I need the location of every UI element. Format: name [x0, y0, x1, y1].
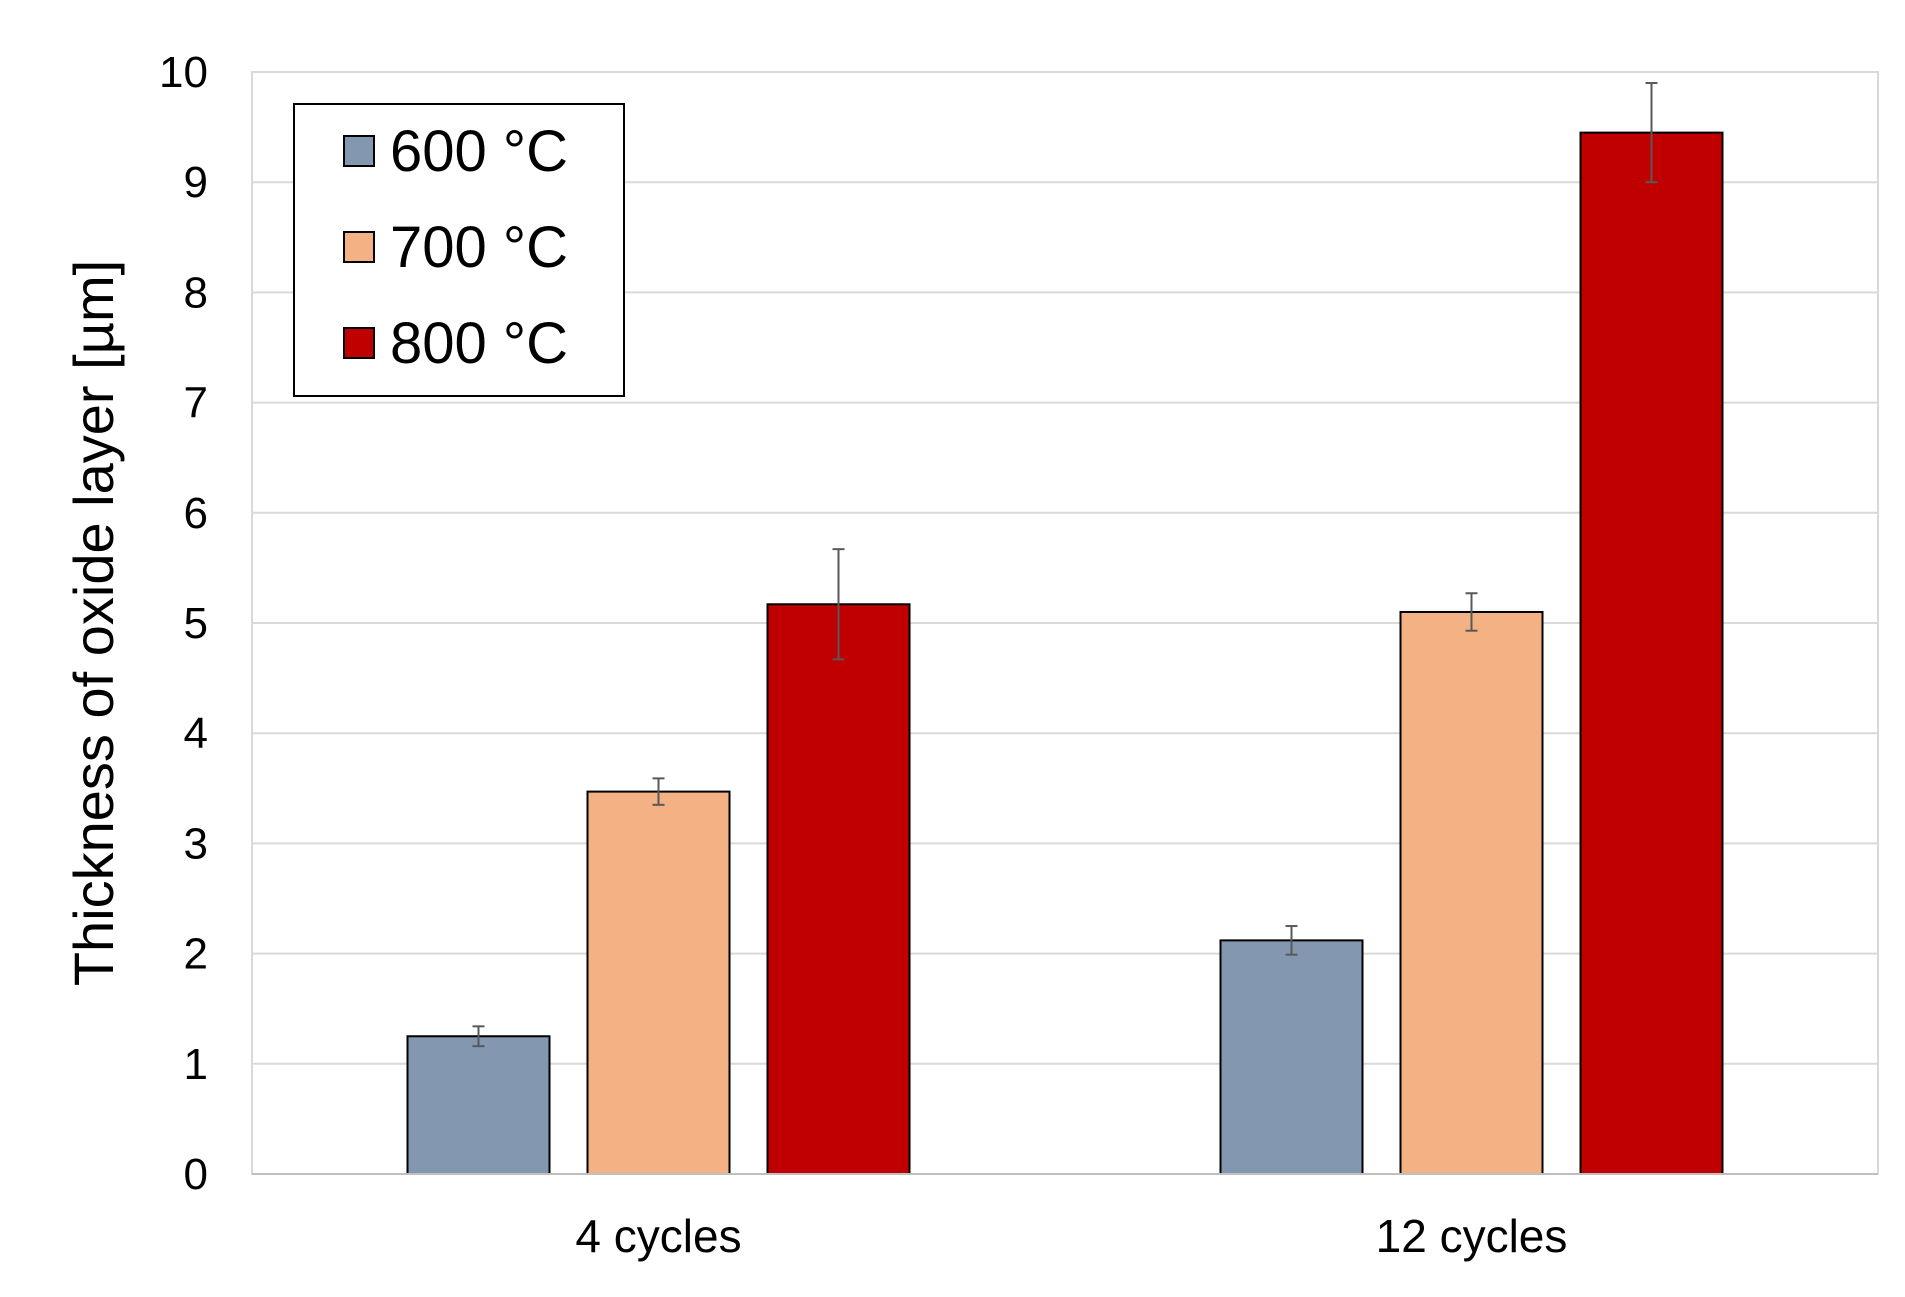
- x-tick-label: 4 cycles: [575, 1210, 741, 1262]
- error-bar: [472, 1025, 485, 1048]
- legend-items: 600 °C 700 °C 800 °C: [343, 119, 568, 376]
- legend-label: 800 °C: [390, 311, 568, 376]
- error-bar: [832, 548, 845, 661]
- y-tick-label: 5: [184, 599, 208, 648]
- x-tick-labels: 4 cycles 12 cycles: [575, 1210, 1567, 1262]
- y-tick-label: 6: [184, 489, 208, 538]
- y-tick-label: 1: [184, 1040, 208, 1089]
- error-bar: [1285, 925, 1298, 956]
- bar: [586, 790, 731, 1176]
- y-tick-label: 9: [184, 158, 208, 207]
- y-tick-label: 2: [184, 930, 208, 979]
- error-bar: [1645, 82, 1658, 184]
- legend-label: 700 °C: [390, 215, 568, 280]
- bar: [1399, 610, 1544, 1175]
- y-axis-label: Thickness of oxide layer [µm]: [62, 260, 125, 986]
- y-tick-label: 3: [184, 819, 208, 868]
- x-tick-label: 12 cycles: [1376, 1210, 1568, 1262]
- error-bars: [472, 82, 1658, 1048]
- legend-label: 600 °C: [390, 119, 568, 184]
- bars: [406, 131, 1724, 1176]
- error-bar: [1465, 592, 1478, 632]
- legend-swatch: [343, 135, 375, 167]
- y-tick-label: 0: [184, 1150, 208, 1199]
- legend: 600 °C 700 °C 800 °C: [293, 103, 625, 397]
- y-tick-label: 7: [184, 379, 208, 428]
- y-tick-label: 8: [184, 268, 208, 317]
- legend-swatch: [343, 231, 375, 263]
- y-tick-labels: 0 1 2 3 4 5 6 7 8 9 10: [159, 48, 208, 1199]
- y-tick-label: 10: [159, 48, 208, 97]
- bar: [1579, 131, 1724, 1176]
- bar: [1219, 939, 1364, 1175]
- error-bar: [652, 777, 665, 806]
- bar: [406, 1035, 551, 1175]
- y-tick-label: 4: [184, 709, 208, 758]
- legend-swatch: [343, 327, 375, 359]
- bar: [766, 603, 911, 1175]
